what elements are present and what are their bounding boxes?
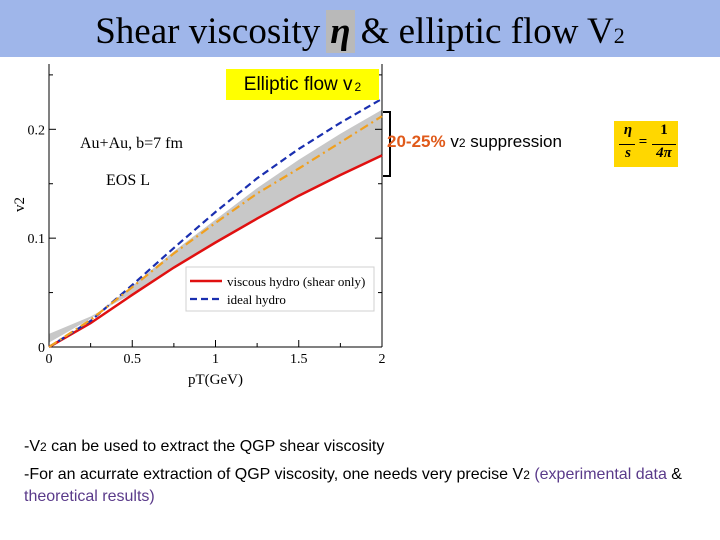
- x-axis-label: pT(GeV): [188, 372, 243, 387]
- notes: -V2 can be used to extract the QGP shear…: [24, 436, 714, 513]
- note-line-1: -V2 can be used to extract the QGP shear…: [24, 438, 385, 455]
- x-tick-label: 0.5: [124, 352, 142, 367]
- legend-label-ideal: ideal hydro: [227, 292, 286, 307]
- series-line-1: [48, 97, 383, 348]
- formula-eq: =: [638, 134, 648, 150]
- y-tick-label: 0: [38, 341, 45, 356]
- title-post: & elliptic flow: [360, 11, 579, 52]
- formula-bar-right: [652, 144, 676, 145]
- title-v: V: [587, 11, 614, 52]
- formula-eta: η: [623, 122, 633, 138]
- y-tick-label: 0.1: [28, 232, 46, 247]
- x-tick-label: 2: [379, 352, 386, 367]
- x-tick-label: 1: [212, 352, 219, 367]
- x-tick-label: 0: [46, 352, 53, 367]
- formula-fourpi: 4π: [656, 145, 672, 161]
- legend-box: [185, 266, 375, 312]
- suppression-bracket: [383, 111, 391, 177]
- v2-chart: 0 0.5 1 1.5 2 0 0.1 0.2 Au+Au, b=7 fm EOS L viscou…: [12, 64, 391, 387]
- y-tick-label: 0.2: [28, 123, 46, 138]
- title-bar: [0, 0, 720, 57]
- formula-one: 1: [660, 122, 668, 138]
- title-v-sub: 2: [613, 23, 625, 48]
- legend-label-viscous: viscous hydro (shear only): [227, 274, 365, 289]
- eta-over-s-formula: η s = 1 4π: [614, 121, 678, 167]
- suppression-percent: 20-25%: [387, 132, 446, 151]
- series-line-0: [48, 154, 383, 349]
- title-pre: Shear viscosity: [95, 11, 321, 52]
- y-axis-label: v2: [12, 197, 28, 212]
- eta-symbol: η: [326, 10, 355, 53]
- suppression-label: 20-25% v2 suppression: [387, 132, 562, 151]
- x-tick-label: 1.5: [290, 352, 308, 367]
- annotation-collision: Au+Au, b=7 fm: [80, 135, 183, 152]
- formula-bar-left: [619, 144, 635, 145]
- slide-title: Shear viscosity η & elliptic flow V2: [0, 10, 720, 53]
- annotation-eos: EOS L: [106, 172, 150, 189]
- formula-s: s: [625, 145, 631, 161]
- note-line-2: -For an acurrate extraction of QGP visco…: [24, 466, 682, 505]
